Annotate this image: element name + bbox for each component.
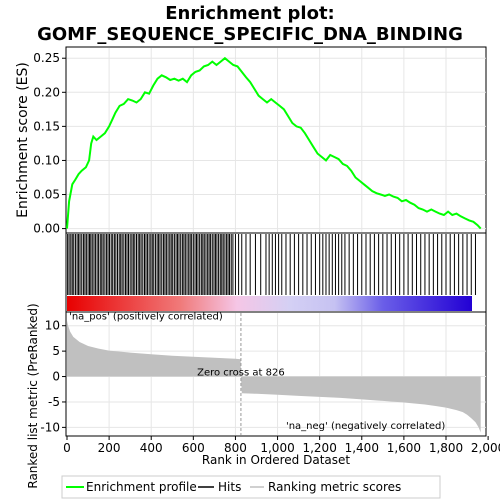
metric-x-tick-label: 1,200: [302, 441, 336, 455]
enrichment-profile-line: [66, 56, 482, 230]
enrichment-y-tick-label: 0.15: [33, 119, 60, 133]
metric-y-tick-label: 10: [45, 319, 60, 333]
annotation-na-neg: 'na_neg' (negatively correlated): [286, 421, 445, 432]
metric-x-tick-label: 1,800: [429, 441, 463, 455]
metric-x-tick-label: 1,600: [387, 441, 421, 455]
metric-y-tick-label: 5: [52, 344, 60, 358]
legend-label-ranking: Ranking metric scores: [268, 480, 401, 494]
metric-x-axis-label: Rank in Ordered Dataset: [202, 453, 350, 467]
ranked-metric-panel: -10 -5 0 5 10 0 200 400 600 800 1,000 1,200 1,400 1,…: [26, 303, 500, 488]
metric-y-axis-label: Ranked list metric (PreRanked): [26, 303, 40, 488]
metric-y-tick-label: 0: [52, 370, 60, 384]
hit-marks: [67, 234, 476, 295]
metric-x-tick-label: 1,400: [345, 441, 379, 455]
enrichment-y-tick-label: 0.00: [33, 222, 60, 236]
annotation-na-pos: 'na_pos' (positively correlated): [69, 312, 223, 323]
ranking-metric-area: [67, 320, 481, 433]
enrichment-y-tick-label: 0.10: [33, 153, 60, 167]
enrichment-y-tick-label: 0.20: [33, 85, 60, 99]
metric-x-tick-label: 600: [182, 441, 205, 455]
metric-x-tick-label: 0: [63, 441, 71, 455]
metric-y-tick-label: -10: [40, 420, 60, 434]
enrichment-panel-frame: [65, 46, 487, 234]
enrichment-y-tick-label: 0.25: [33, 51, 60, 65]
enrichment-y-tick-label: 0.05: [33, 188, 60, 202]
enrichment-y-axis-label: Enrichment score (ES): [15, 62, 31, 218]
ranking-color-band: [67, 296, 472, 311]
metric-x-tick-label: 1,000: [260, 441, 294, 455]
enrichment-panel: 0.00 0.05 0.10 0.15 0.20 0.25 Enrichment scor…: [15, 46, 487, 236]
metric-x-tick-label: 400: [140, 441, 163, 455]
metric-y-tick-label: -5: [48, 395, 60, 409]
hits-panel: [65, 232, 487, 313]
metric-x-tick-label: 800: [224, 441, 247, 455]
legend: Enrichment profile Hits Ranking metric s…: [61, 475, 441, 499]
chart-title-line-2: GOMF_SEQUENCE_SPECIFIC_DNA_BINDING: [37, 24, 463, 45]
annotation-zero-cross: Zero cross at 826: [197, 368, 285, 379]
metric-x-tick-label: 2,000: [471, 441, 500, 455]
metric-y-ticks: -10 -5 0 5 10: [40, 319, 66, 434]
metric-panel-frame: [65, 311, 487, 437]
metric-x-ticks: 0 200 400 600 800 1,000 1,200 1,400 1,600 1,800 2,…: [63, 436, 500, 455]
enrichment-y-ticks: 0.00 0.05 0.10 0.15 0.20 0.25: [33, 51, 66, 236]
legend-label-enrichment: Enrichment profile: [86, 480, 197, 494]
metric-x-tick-label: 200: [98, 441, 121, 455]
legend-label-hits: Hits: [218, 480, 241, 494]
chart-title-line-1: Enrichment plot:: [165, 3, 335, 24]
